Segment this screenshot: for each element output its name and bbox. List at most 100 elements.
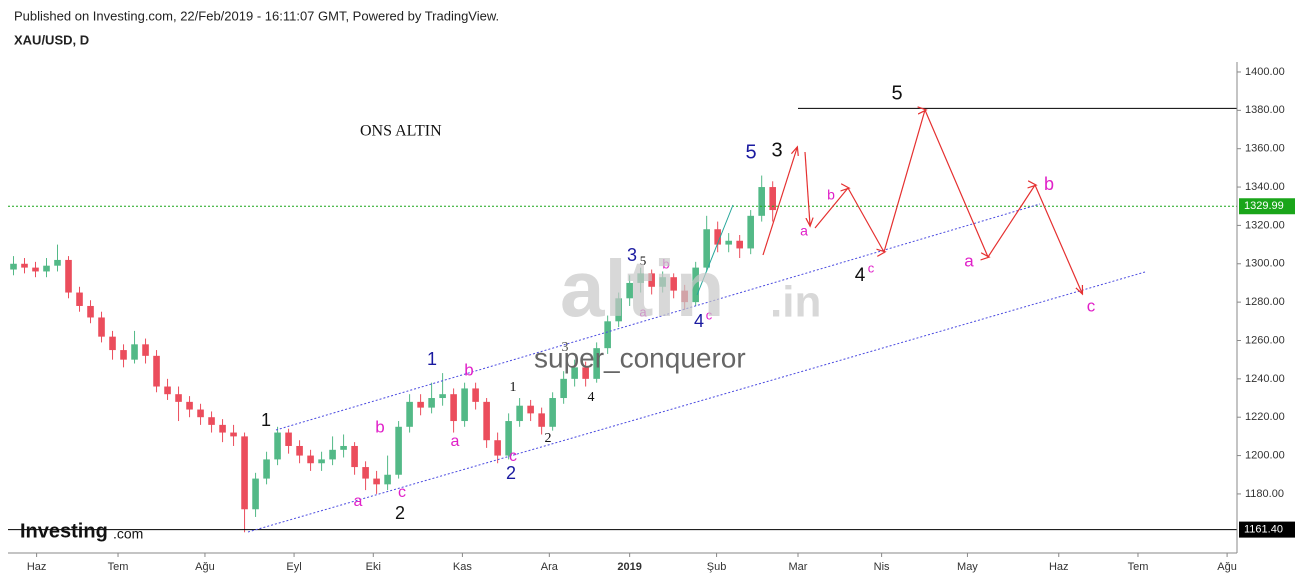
x-tick-label: Eyl: [286, 561, 301, 573]
candle-body: [681, 290, 688, 303]
annotation: b: [464, 360, 473, 379]
candle-body: [549, 398, 556, 427]
annotation: ONS ALTIN: [360, 123, 442, 140]
y-tick-label: 1300.00: [1245, 258, 1285, 270]
candle-body: [626, 282, 633, 299]
annotation: b: [662, 256, 669, 271]
candle-body: [296, 445, 303, 456]
annotation: a: [800, 223, 808, 239]
x-tick-label: May: [957, 561, 978, 573]
annotation: 2: [395, 503, 405, 523]
y-tick-label: 1180.00: [1245, 488, 1284, 500]
x-tick-label: Mar: [789, 561, 808, 573]
candle-body: [43, 265, 50, 272]
annotation: c: [1087, 296, 1096, 315]
logo: Investing: [20, 520, 108, 542]
candle-body: [197, 409, 204, 418]
candle-body: [32, 267, 39, 272]
y-tick-label: 1200.00: [1245, 449, 1285, 461]
marks: [8, 107, 1237, 533]
candle-body: [516, 405, 523, 422]
annotation: c: [868, 260, 875, 275]
annotation: a: [964, 251, 974, 270]
candle-body: [285, 432, 292, 446]
candle-body: [351, 445, 358, 468]
annotation: 5: [745, 141, 756, 163]
annotation: a: [354, 493, 363, 510]
candle-body: [373, 478, 380, 485]
projection: [762, 110, 1082, 293]
candle-body: [725, 240, 732, 245]
annotation: 2: [506, 463, 516, 483]
candle-body: [483, 401, 490, 441]
x-tick-label: Nis: [874, 561, 890, 573]
x-tick-label: 2019: [617, 561, 641, 573]
candle-body: [439, 394, 446, 399]
candle-body: [395, 426, 402, 475]
candle-body: [153, 355, 160, 387]
candle-body: [505, 421, 512, 456]
candle-body: [164, 386, 171, 395]
candle-body: [109, 336, 116, 351]
candle-body: [472, 388, 479, 402]
candle-body: [648, 273, 655, 287]
x-tick-label: Haz: [1049, 561, 1069, 573]
axes: 1180.00 1200.00 1220.00 1240.00 1260.00 1280.…: [27, 66, 1295, 573]
x-tick-label: Ağu: [1217, 561, 1237, 573]
candle-body: [637, 273, 644, 283]
candle-body: [560, 378, 567, 399]
candle-body: [120, 350, 127, 360]
y-tick-label: 1360.00: [1245, 143, 1285, 155]
y-tick-label: 1380.00: [1245, 104, 1285, 116]
candle-body: [593, 348, 600, 379]
candle-body: [175, 394, 182, 402]
candle-body: [318, 459, 325, 464]
annotation: 1: [427, 349, 437, 369]
candle-body: [384, 474, 391, 485]
x-tick-label: Şub: [707, 561, 727, 573]
candle-body: [340, 445, 347, 450]
candle-body: [582, 367, 589, 379]
candle-body: [769, 187, 776, 211]
annotation: b: [375, 417, 384, 436]
annotation: 5: [891, 82, 902, 104]
candle-body: [428, 398, 435, 408]
candle-body: [461, 388, 468, 422]
candle-body: [571, 367, 578, 379]
candle-body: [604, 321, 611, 349]
x-tick-label: Eki: [366, 561, 381, 573]
annotation: 4: [694, 311, 704, 331]
y-tick-label: 1320.00: [1245, 219, 1285, 231]
candle-body: [758, 187, 765, 216]
candle-body: [142, 344, 149, 356]
annotation: b: [827, 187, 835, 203]
candle-body: [241, 436, 248, 510]
annotation: 3: [627, 245, 637, 265]
y-tick-label: 1240.00: [1245, 373, 1285, 385]
x-tick-label: Tem: [1128, 561, 1149, 573]
x-tick-label: Kas: [453, 561, 472, 573]
candle-body: [538, 413, 545, 427]
annotation: c: [706, 307, 713, 322]
annotation: c: [398, 484, 406, 501]
candle-body: [252, 478, 259, 510]
annotation: 5: [640, 253, 647, 268]
x-tick-label: Ara: [541, 561, 559, 573]
annotation: a: [639, 304, 647, 319]
x-tick-label: Haz: [27, 561, 47, 573]
y-tick-label: 1340.00: [1245, 181, 1285, 193]
candle-body: [98, 317, 105, 337]
annotation: super_conqueror: [534, 342, 746, 373]
y-tick-label: 1220.00: [1245, 411, 1285, 423]
price-label: 1329.99: [1244, 200, 1284, 212]
y-tick-label: 1400.00: [1245, 66, 1285, 78]
candle-body: [703, 229, 710, 268]
annotation: 1: [261, 410, 271, 430]
x-tick-label: Tem: [108, 561, 129, 573]
candle-body: [714, 229, 721, 245]
watermark: .in: [770, 278, 821, 327]
y-tick-label: 1280.00: [1245, 296, 1285, 308]
logo-suffix: .com: [113, 526, 143, 542]
